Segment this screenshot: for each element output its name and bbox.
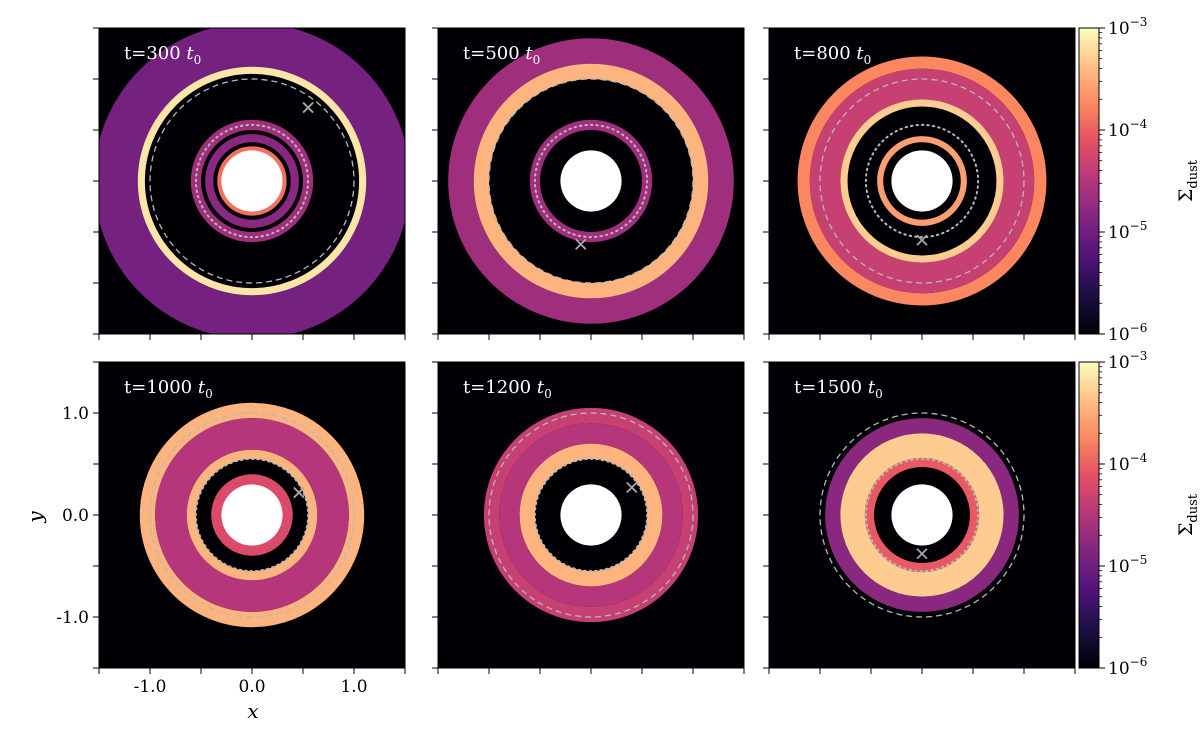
planet-marker (626, 481, 638, 494)
inner-hole (221, 484, 283, 546)
dotted-circle (194, 457, 310, 573)
inner-hole (560, 484, 622, 546)
panel-time-label: t=500 t0 (463, 43, 540, 67)
dotted-circle (533, 123, 649, 239)
planet-marker (916, 548, 928, 560)
inner-hole (891, 150, 953, 212)
dashed-circle (149, 412, 355, 618)
dust-ring (99, 28, 405, 334)
panel-6: t=1500 t0 (763, 361, 1076, 674)
inner-hole (221, 150, 283, 212)
panel-time-label: t=1000 t0 (124, 377, 213, 401)
colorbar-tick-label: 10−6 (1108, 321, 1147, 345)
x-tick-label: 1.0 (340, 677, 367, 697)
colorbar-gradient (1078, 361, 1100, 669)
y-axis-label: y (23, 511, 47, 524)
x-axis-label: x (247, 699, 258, 723)
colorbar-1: 10−3 10−4 10−5 10−6 Σdust (1078, 15, 1200, 345)
panel-time-label: t=1200 t0 (463, 377, 552, 401)
dotted-circle (864, 457, 980, 573)
dust-ring (217, 146, 287, 216)
planet-marker (916, 234, 928, 246)
dust-ring (877, 136, 967, 226)
colorbar-tick-label: 10−4 (1108, 117, 1148, 141)
panel-1: t=300 t0 (93, 27, 406, 340)
dotted-circle (533, 457, 649, 573)
dotted-circle (864, 123, 980, 239)
dust-ring (155, 418, 349, 612)
panel-2: t=500 t0 (432, 27, 745, 340)
dust-ring (809, 68, 1035, 294)
y-tick-label: -1.0 (56, 608, 89, 628)
colorbar-label: Σdust (1175, 159, 1200, 202)
dust-ring (864, 457, 980, 573)
dust-ring (137, 66, 367, 296)
dust-ring (840, 99, 1004, 263)
panel-time-label: t=300 t0 (124, 43, 201, 67)
colorbar-tick-label: 10−6 (1108, 655, 1147, 679)
planet-marker (293, 486, 305, 499)
dust-ring (797, 56, 1047, 306)
colorbars: 10−3 10−4 10−5 10−6 Σdust 10−3 10−4 10−5 10−6 Σdu… (1078, 15, 1200, 679)
dotted-circle (194, 123, 310, 239)
inner-hole (891, 484, 953, 546)
dashed-circle (149, 78, 355, 284)
dust-ring (840, 433, 1004, 597)
dashed-circle (488, 78, 694, 284)
colorbar-tick-label: 10−5 (1108, 219, 1147, 243)
planet-marker (302, 101, 314, 114)
colorbar-tick-label: 10−3 (1108, 349, 1147, 373)
dust-ring (499, 423, 683, 607)
dust-ring (483, 407, 699, 623)
y-tick-label: 1.0 (62, 404, 89, 424)
colorbar-label: Σdust (1175, 493, 1200, 536)
panel-4: t=1000 t0 (93, 361, 406, 674)
inner-hole (560, 150, 622, 212)
dust-ring (825, 418, 1019, 612)
dust-ring (519, 443, 663, 587)
dust-ring (473, 63, 709, 299)
colorbar-tick-label: 10−5 (1108, 553, 1147, 577)
panel-time-label: t=800 t0 (794, 43, 871, 67)
panel-time-label: t=1500 t0 (794, 377, 883, 401)
dust-ring (186, 449, 318, 581)
panel-3: t=800 t0 (763, 27, 1076, 340)
axes: x y -1.0 0.0 1.0 1.0 0.0 -1.0 (23, 404, 368, 723)
dust-ring (448, 38, 734, 324)
y-tick-label: 0.0 (62, 506, 89, 526)
dashed-circle (488, 412, 694, 618)
dust-ring (211, 474, 293, 556)
dashed-circle (819, 78, 1025, 284)
dust-ring (205, 134, 299, 228)
colorbar-tick-label: 10−3 (1108, 15, 1147, 39)
panel-5: t=1200 t0 (432, 361, 745, 674)
x-tick-label: 0.0 (238, 677, 265, 697)
panels: t=300 t0 t=500 t0 t=800 t0 t=1000 t0 t=1200 … (93, 27, 1076, 674)
x-tick-label: -1.0 (134, 677, 167, 697)
colorbar-tick-label: 10−4 (1108, 451, 1148, 475)
dust-ring (139, 402, 365, 628)
colorbar-2: 10−3 10−4 10−5 10−6 Σdust (1078, 349, 1200, 679)
planet-marker (575, 238, 587, 250)
colorbar-gradient (1078, 27, 1100, 335)
dashed-circle (819, 412, 1025, 618)
